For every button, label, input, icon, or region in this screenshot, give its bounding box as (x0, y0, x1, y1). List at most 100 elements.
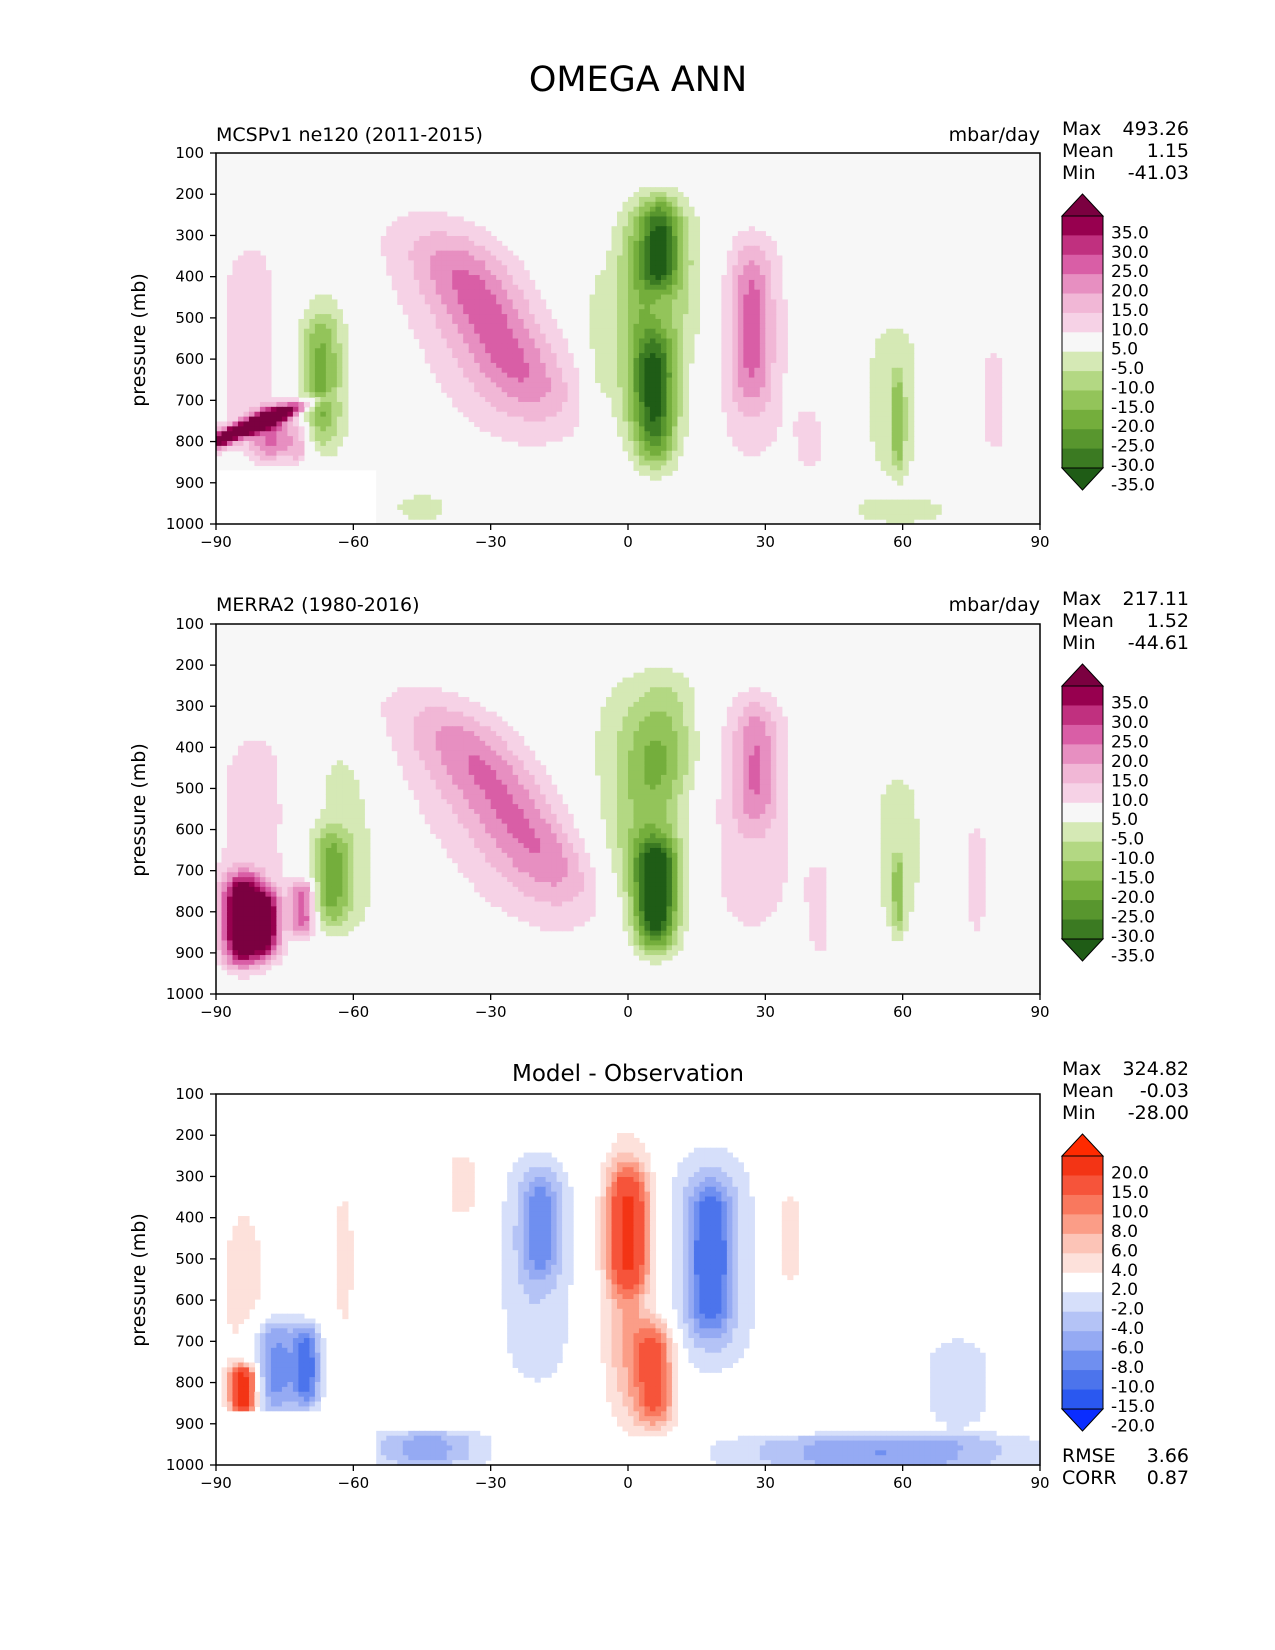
contour-cell (638, 687, 646, 693)
contour-cell (523, 362, 530, 369)
contour-cell (622, 721, 629, 727)
contour-cell (457, 735, 464, 742)
contour-cell (748, 779, 755, 786)
contour-cell (726, 779, 733, 786)
contour-cell (644, 750, 651, 757)
contour-cell (655, 731, 662, 737)
contour-cell (562, 401, 569, 408)
contour-cell (891, 794, 898, 800)
contour-cell (638, 240, 646, 247)
contour-cell (688, 270, 695, 276)
contour-cell (523, 353, 530, 359)
contour-cell (600, 784, 607, 791)
contour-cell (446, 706, 453, 713)
contour-cell (748, 770, 755, 776)
contour-cell (446, 323, 453, 330)
contour-cell (754, 348, 761, 354)
contour-cell (875, 445, 882, 452)
contour-cell (633, 421, 640, 427)
contour-cell (331, 441, 338, 447)
contour-cell (990, 416, 997, 423)
contour-cell (671, 275, 679, 281)
contour-cell (441, 299, 448, 305)
contour-cell (770, 265, 777, 271)
contour-cell (666, 343, 673, 349)
contour-cell (985, 382, 992, 388)
contour-cell (617, 397, 624, 403)
contour-cell (408, 770, 415, 776)
contour-cell (649, 206, 657, 213)
contour-cell (408, 260, 415, 266)
contour-cell (693, 240, 701, 247)
contour-cell (485, 789, 492, 795)
contour-cell (402, 299, 409, 305)
contour-cell (556, 367, 563, 374)
contour-cell (254, 362, 261, 369)
contour-cell (638, 235, 646, 242)
contour-cell (523, 397, 530, 403)
contour-cell (485, 235, 492, 242)
contour-cell (737, 255, 744, 261)
colorbar-label: -10.0 (1111, 378, 1155, 398)
contour-cell (880, 426, 887, 432)
contour-cell (424, 240, 431, 247)
contour-cell (617, 740, 624, 747)
contour-cell (237, 362, 245, 369)
contour-cell (457, 377, 464, 384)
contour-cell (507, 731, 514, 737)
contour-cell (232, 426, 239, 432)
contour-cell (660, 406, 668, 413)
contour-cell (908, 377, 915, 384)
contour-cell (688, 755, 695, 761)
contour-cell (891, 338, 898, 344)
contour-cell (617, 353, 624, 359)
contour-cell (309, 328, 316, 335)
contour-cell (562, 392, 569, 398)
contour-cell (452, 740, 459, 747)
contour-cell (655, 338, 662, 344)
contour-cell (666, 667, 673, 674)
contour-cell (726, 372, 733, 379)
contour-cell (644, 343, 651, 349)
contour-cell (617, 745, 624, 752)
contour-cell (237, 323, 245, 330)
y-tick-label: 900 (175, 474, 204, 492)
contour-cell (237, 333, 245, 340)
contour-cell (776, 416, 783, 423)
contour-cell (479, 226, 486, 232)
contour-cell (496, 318, 503, 325)
contour-cell (875, 348, 882, 354)
contour-cell (534, 441, 541, 447)
contour-cell (336, 309, 343, 315)
contour-cell (655, 416, 662, 423)
contour-cell (270, 401, 278, 408)
contour-cell (688, 289, 695, 296)
contour-cell (606, 328, 613, 335)
contour-cell (265, 411, 272, 418)
contour-cell (869, 514, 876, 520)
contour-cell (765, 397, 772, 403)
contour-cell (759, 401, 766, 408)
contour-cell (254, 265, 261, 271)
contour-cell (765, 794, 772, 800)
y-tick-label: 800 (175, 433, 204, 451)
contour-cell (677, 328, 684, 335)
contour-cell (622, 436, 629, 442)
contour-cell (320, 441, 327, 447)
contour-cell (314, 343, 321, 349)
contour-cell (886, 406, 893, 413)
contour-cell (463, 284, 470, 291)
contour-cell (611, 265, 618, 271)
contour-cell (287, 455, 294, 462)
contour-cell (765, 348, 772, 354)
contour-cell (457, 367, 464, 374)
contour-cell (490, 255, 497, 261)
contour-cell (259, 265, 267, 271)
contour-cell (649, 318, 657, 325)
contour-cell (628, 275, 635, 281)
contour-cell (402, 735, 409, 742)
contour-cell (754, 701, 761, 708)
contour-cell (259, 401, 267, 408)
contour-cell (430, 358, 437, 364)
contour-cell (441, 255, 448, 261)
